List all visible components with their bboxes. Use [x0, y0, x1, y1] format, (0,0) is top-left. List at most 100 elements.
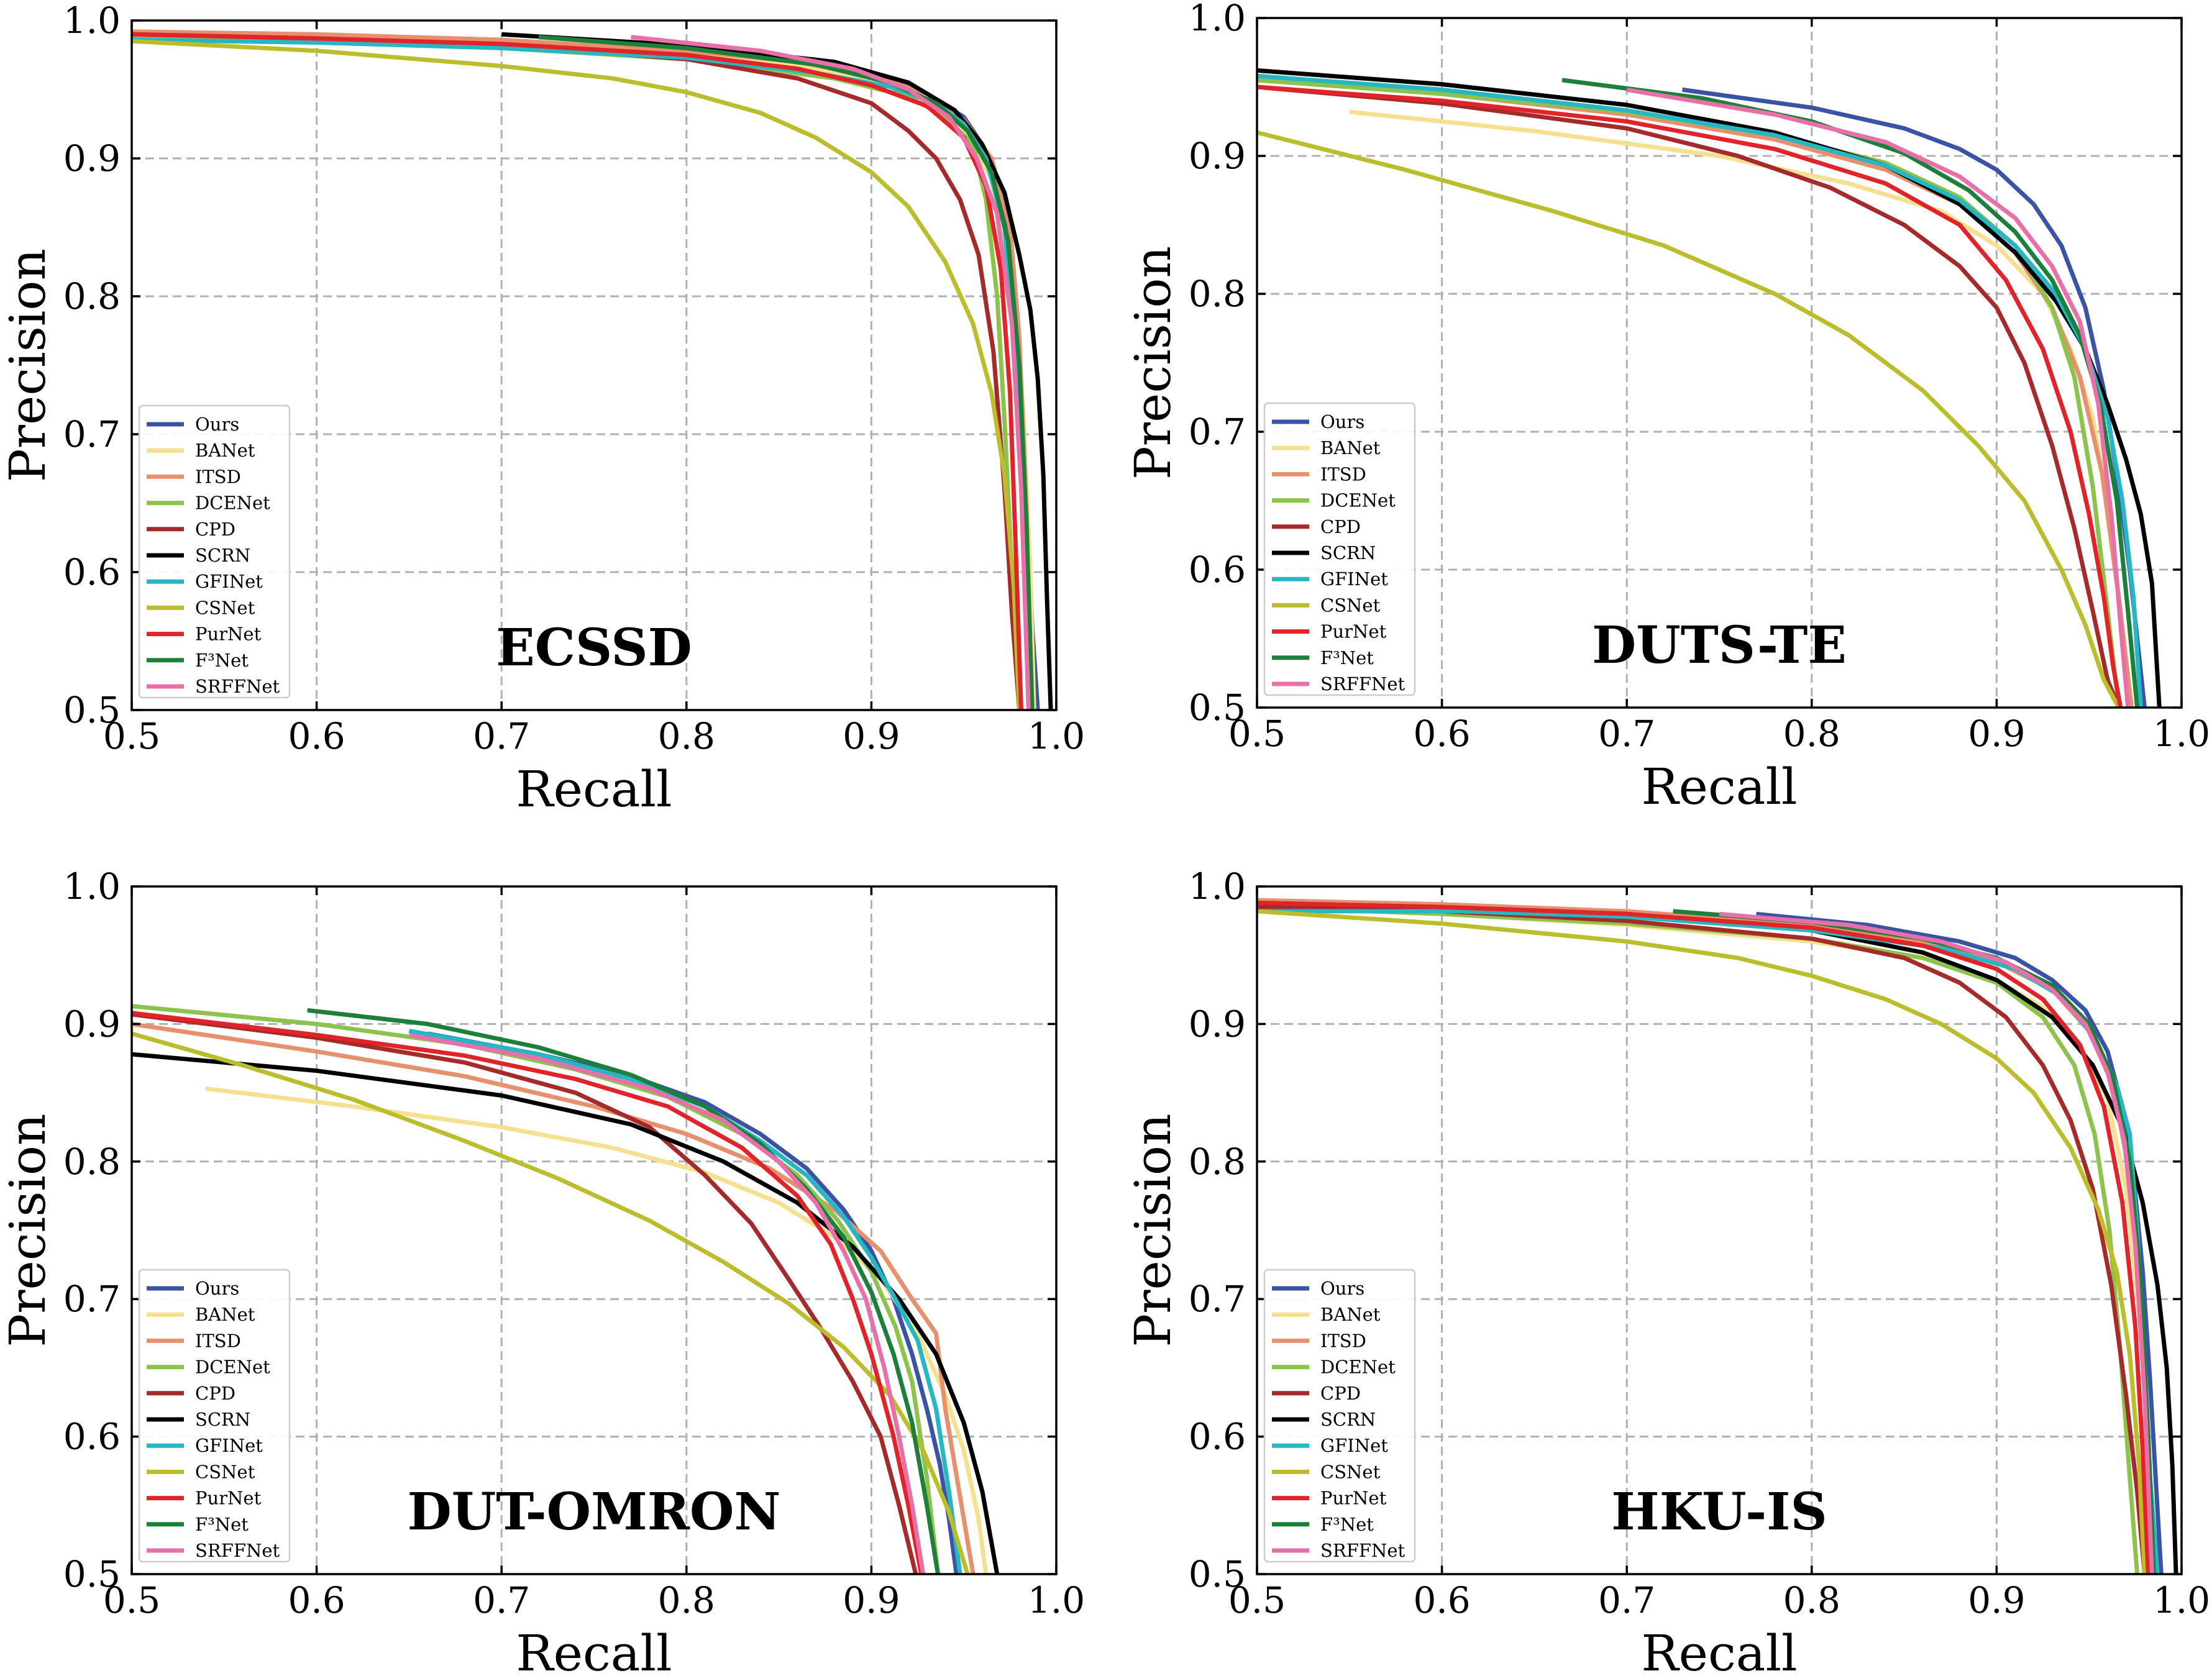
- y-tick-label: 0.6: [63, 1416, 121, 1458]
- x-tick-label: 0.9: [1968, 1579, 2025, 1621]
- legend-label-dcenet: DCENet: [1320, 490, 1396, 511]
- series-line-gfinet: [1257, 73, 2143, 708]
- legend-label-gfinet: GFINet: [195, 1435, 263, 1456]
- legend-label-srffnet: SRFFNet: [1320, 1540, 1405, 1561]
- x-tick-label: 0.6: [288, 1579, 345, 1621]
- x-axis-label: Recall: [516, 1624, 672, 1676]
- legend: Ours BANet ITSD DCENet CPD SCRN GFINet CSNet Pur…: [138, 404, 291, 699]
- series-line-scrn: [132, 1052, 1000, 1574]
- y-tick-label: 0.9: [1189, 1003, 1246, 1045]
- legend-label-dcenet: DCENet: [195, 493, 270, 514]
- series-line-f3net: [307, 1008, 940, 1574]
- x-tick-label: 0.9: [843, 1579, 900, 1621]
- legend-label-banet: BANet: [195, 440, 255, 461]
- series-line-csnet: [132, 39, 1021, 710]
- legend-label-csnet: CSNet: [1320, 1461, 1381, 1482]
- legend-label-ours: Ours: [195, 414, 239, 435]
- series-line-gfinet: [408, 1029, 962, 1574]
- y-tick-label: 1.0: [1189, 865, 1246, 908]
- y-tick-label: 0.5: [1189, 1553, 1246, 1595]
- series-line-purnet: [132, 32, 1023, 710]
- legend-label-f3net: F³Net: [195, 1514, 249, 1535]
- legend-label-f3net: F³Net: [1320, 1514, 1374, 1535]
- x-tick-label: 0.7: [473, 1579, 530, 1621]
- y-tick-label: 0.8: [1189, 1141, 1246, 1183]
- x-tick-label: 0.5: [1228, 1579, 1286, 1621]
- axes-frame: [130, 19, 1058, 711]
- y-tick-label: 0.7: [1189, 1278, 1246, 1320]
- series-line-purnet: [1257, 901, 2150, 1574]
- y-tick-label: 0.7: [1189, 411, 1246, 453]
- series-line-csnet: [132, 1031, 970, 1574]
- x-tick-label: 0.5: [103, 715, 160, 757]
- x-tick-label: 0.8: [1783, 1579, 1840, 1621]
- legend-label-dcenet: DCENet: [195, 1357, 270, 1378]
- x-tick-label: 0.7: [473, 715, 530, 757]
- legend-label-itsd: ITSD: [1320, 463, 1366, 485]
- y-tick-label: 0.7: [63, 413, 121, 455]
- x-axis-label: Recall: [516, 760, 672, 818]
- legend-label-cpd: CPD: [1320, 1383, 1361, 1404]
- legend-label-purnet: PurNet: [195, 624, 262, 645]
- series-line-scrn: [1257, 68, 2162, 708]
- x-tick-label: 0.6: [1413, 713, 1470, 755]
- axes-frame: [1256, 17, 2183, 709]
- y-tick-label: 0.7: [63, 1278, 121, 1320]
- x-tick-label: 1.0: [2153, 1579, 2210, 1621]
- y-tick-label: 0.9: [1189, 135, 1246, 177]
- series-line-srffnet: [408, 1032, 926, 1574]
- series-line-purnet: [132, 1011, 924, 1574]
- legend-label-cpd: CPD: [195, 519, 235, 540]
- x-tick-label: 0.7: [1598, 713, 1655, 755]
- panel-duts-te: 0.5 0.6 0.7 0.8 0.9 1.0 0.5 0.6 0.7 0.8 0.9 1.0 Reca…: [1124, 0, 2210, 816]
- legend-label-f3net: F³Net: [1320, 647, 1374, 668]
- y-tick-label: 0.6: [1189, 549, 1246, 591]
- legend-label-gfinet: GFINet: [1320, 568, 1388, 590]
- y-tick-label: 0.8: [63, 1141, 121, 1183]
- panel-title: DUTS-TE: [1592, 616, 1847, 675]
- legend-label-ours: Ours: [195, 1278, 239, 1299]
- y-tick-label: 0.8: [1189, 273, 1246, 315]
- series-line-ours: [1756, 911, 2164, 1574]
- y-tick-label: 0.5: [63, 689, 121, 731]
- series-line-itsd: [132, 1021, 976, 1574]
- x-tick-label: 0.6: [288, 715, 345, 757]
- legend-label-scrn: SCRN: [195, 1409, 250, 1430]
- x-tick-label: 1.0: [1028, 1579, 1085, 1621]
- legend-label-banet: BANet: [1320, 1304, 1381, 1325]
- legend-label-itsd: ITSD: [195, 1330, 241, 1351]
- series-group: [132, 29, 1053, 710]
- x-tick-label: 0.6: [1413, 1579, 1470, 1621]
- legend-label-csnet: CSNet: [195, 597, 255, 618]
- series-line-srffnet: [631, 35, 1031, 710]
- y-tick-label: 1.0: [63, 0, 121, 42]
- y-axis-label: Precision: [1124, 1113, 1182, 1347]
- legend-label-ours: Ours: [1320, 1278, 1364, 1299]
- x-tick-label: 1.0: [2153, 713, 2210, 755]
- series-line-csnet: [1257, 130, 2121, 708]
- legend-label-ours: Ours: [1320, 411, 1364, 432]
- legend-label-dcenet: DCENet: [1320, 1357, 1396, 1378]
- axes-frame: [130, 885, 1058, 1575]
- x-tick-label: 0.8: [658, 715, 715, 757]
- y-tick-label: 0.9: [63, 137, 121, 180]
- legend-label-banet: BANet: [1320, 437, 1381, 458]
- legend-label-gfinet: GFINet: [195, 571, 263, 592]
- x-tick-label: 0.5: [1228, 713, 1286, 755]
- panel-title: DUT-OMRON: [408, 1482, 781, 1542]
- y-axis-label: Precision: [0, 1113, 57, 1347]
- series-line-cpd: [132, 1012, 918, 1574]
- x-tick-label: 1.0: [1028, 715, 1085, 757]
- panel-title: HKU-IS: [1611, 1482, 1827, 1542]
- y-tick-label: 0.6: [1189, 1416, 1246, 1458]
- legend-label-srffnet: SRFFNet: [195, 676, 280, 697]
- series-group: [1257, 898, 2178, 1574]
- y-tick-label: 1.0: [63, 865, 121, 908]
- series-line-srffnet: [1626, 87, 2131, 708]
- x-tick-label: 0.5: [103, 1579, 160, 1621]
- legend: Ours BANet ITSD DCENet CPD SCRN GFINet CSNet Pur…: [1263, 1268, 1416, 1563]
- x-tick-label: 0.8: [658, 1579, 715, 1621]
- panel-ecssd: 0.5 0.6 0.7 0.8 0.9 1.0 0.5 0.6 0.7 0.8 0.9 1.0 Reca…: [0, 0, 1085, 818]
- legend-label-f3net: F³Net: [195, 650, 249, 671]
